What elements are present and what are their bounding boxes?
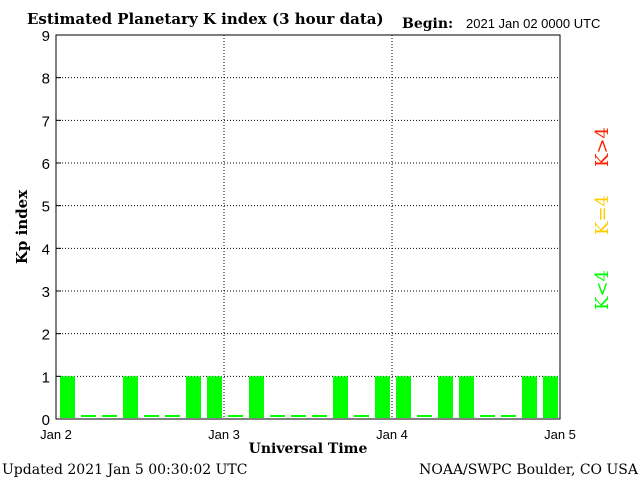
begin-value: 2021 Jan 02 0000 UTC (466, 16, 600, 31)
legend-entry: K<4 (592, 270, 613, 310)
y-tick-label: 7 (42, 113, 50, 130)
y-tick-label: 4 (42, 241, 50, 258)
kp-bar (480, 415, 495, 417)
kp-bar (417, 415, 432, 417)
legend-entry: K=4 (592, 195, 613, 235)
kp-bar (459, 376, 474, 418)
kp-bar (522, 376, 537, 418)
x-axis-label: Universal Time (249, 441, 368, 457)
legend-entry: K>4 (592, 127, 613, 167)
kp-bar (207, 376, 222, 418)
kp-bar (102, 415, 117, 417)
kp-bar (249, 376, 264, 418)
x-tick-label: Jan 3 (208, 427, 240, 442)
x-tick-label: Jan 5 (544, 427, 576, 442)
y-tick-label: 5 (42, 199, 50, 216)
kp-bar (333, 376, 348, 418)
kp-bar (228, 415, 243, 417)
kp-bar (270, 415, 285, 417)
legend: K>4 K=4 K<4 (592, 127, 613, 310)
plot-frame (55, 34, 561, 420)
kp-bar (60, 376, 75, 418)
kp-bar (144, 415, 159, 417)
y-tick-label: 1 (42, 369, 50, 386)
y-tick-label: 9 (42, 28, 50, 45)
kp-bar (312, 415, 327, 417)
bars (60, 376, 558, 418)
kp-bar (543, 376, 558, 418)
y-tick-labels: 0 1 2 3 4 5 6 7 8 9 (42, 28, 61, 429)
y-tick-label: 2 (42, 327, 50, 344)
kp-bar (186, 376, 201, 418)
y-axis-label: Kp index (13, 189, 31, 264)
x-tick-label: Jan 2 (40, 427, 72, 442)
y-tick-label: 6 (42, 156, 50, 173)
y-tick-label: 3 (42, 284, 50, 301)
chart-title: Estimated Planetary K index (3 hour data… (27, 10, 384, 28)
kp-bar (438, 376, 453, 418)
kp-bar (165, 415, 180, 417)
begin-label: Begin: (402, 16, 453, 32)
y-tick-label: 8 (42, 71, 50, 88)
kp-bar (501, 415, 516, 417)
kp-bar (81, 415, 96, 417)
kp-bar (291, 415, 306, 417)
grid-lines (56, 35, 560, 419)
kp-bar (396, 376, 411, 418)
updated-timestamp: Updated 2021 Jan 5 00:30:02 UTC (2, 462, 247, 478)
kp-bar (375, 376, 390, 418)
kp-bar (123, 376, 138, 418)
y-tick-label: 0 (42, 412, 50, 429)
x-tick-label: Jan 4 (376, 427, 408, 442)
source-credit: NOAA/SWPC Boulder, CO USA (419, 462, 639, 478)
x-tick-labels: Jan 2 Jan 3 Jan 4 Jan 5 (40, 427, 576, 442)
kp-bar (354, 415, 369, 417)
